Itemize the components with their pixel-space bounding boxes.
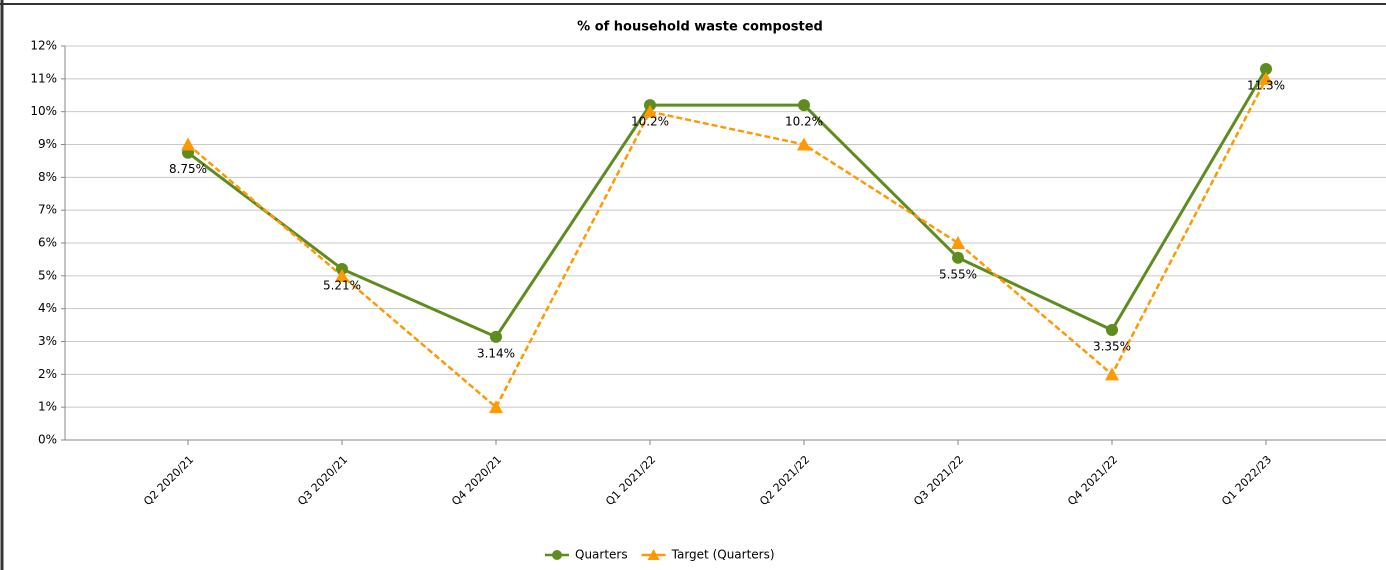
y-tick-label: 10%: [30, 104, 57, 118]
y-tick-label: 9%: [38, 137, 57, 151]
y-tick-label: 0%: [38, 433, 57, 447]
marker: [797, 137, 811, 151]
y-tick-label: 1%: [38, 400, 57, 414]
data-label: 5.55%: [939, 267, 977, 281]
data-label: 3.35%: [1093, 340, 1131, 354]
legend-marker: [647, 549, 660, 560]
y-tick-label: 11%: [30, 71, 57, 85]
marker: [952, 251, 964, 264]
marker: [1259, 71, 1273, 85]
marker: [798, 99, 810, 112]
y-tick-label: 4%: [38, 301, 57, 315]
series-line: [187, 68, 1268, 339]
marker: [951, 236, 965, 249]
y-tick-label: 5%: [38, 268, 57, 282]
marker: [1105, 367, 1119, 381]
chart-title: % of household waste composted: [577, 20, 823, 35]
y-tick-label: 3%: [38, 334, 57, 348]
data-label: 10.2%: [631, 115, 669, 129]
legend-label: Quarters: [575, 548, 628, 562]
y-tick-label: 2%: [38, 367, 57, 381]
marker: [489, 400, 503, 414]
marker: [1260, 62, 1272, 75]
marker: [490, 330, 502, 343]
legend-marker: [552, 550, 562, 560]
marker: [181, 137, 195, 151]
series-line: [187, 78, 1268, 410]
data-label: 11.3%: [1247, 78, 1285, 92]
legend-label: Target (Quarters): [671, 548, 775, 562]
marker: [335, 268, 349, 282]
marker: [1106, 324, 1118, 337]
data-label: 8.75%: [169, 162, 207, 176]
data-label: 5.21%: [323, 278, 361, 292]
y-tick-label: 12%: [30, 39, 57, 53]
y-tick-label: 7%: [38, 203, 57, 217]
data-label: 3.14%: [477, 346, 515, 360]
y-tick-label: 6%: [38, 236, 57, 250]
marker: [643, 104, 657, 118]
y-tick-label: 8%: [38, 170, 57, 184]
data-label: 10.2%: [785, 115, 823, 129]
